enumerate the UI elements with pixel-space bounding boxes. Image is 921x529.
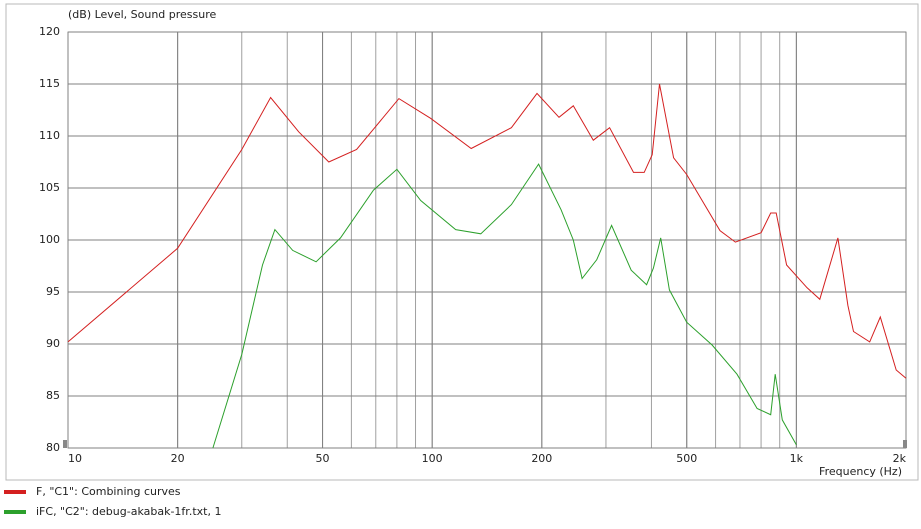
legend-swatch bbox=[4, 510, 26, 514]
y-tick-label: 80 bbox=[46, 441, 60, 454]
x-tick-label: 500 bbox=[676, 452, 697, 465]
x-axis-title: Frequency (Hz) bbox=[819, 465, 902, 478]
x-tick-label: 1k bbox=[790, 452, 804, 465]
legend-swatch bbox=[4, 490, 26, 494]
x-tick-label: 2k bbox=[893, 452, 907, 465]
y-tick-label: 85 bbox=[46, 389, 60, 402]
legend-label: iFC, "C2": debug-akabak-1fr.txt, 1 bbox=[36, 505, 221, 518]
x-tick-label: 50 bbox=[316, 452, 330, 465]
x-tick-label: 10 bbox=[68, 452, 82, 465]
y-tick-label: 115 bbox=[39, 77, 60, 90]
x-tick-label: 200 bbox=[531, 452, 552, 465]
data-line bbox=[67, 83, 907, 379]
x-tick-label: 20 bbox=[171, 452, 185, 465]
legend-label: F, "C1": Combining curves bbox=[36, 485, 181, 498]
scroll-handle bbox=[63, 440, 67, 448]
y-tick-label: 120 bbox=[39, 25, 60, 38]
y-tick-label: 110 bbox=[39, 129, 60, 142]
y-tick-label: 90 bbox=[46, 337, 60, 350]
data-line bbox=[212, 163, 797, 449]
x-tick-label: 100 bbox=[422, 452, 443, 465]
scroll-handle bbox=[903, 440, 907, 448]
y-tick-label: 105 bbox=[39, 181, 60, 194]
y-tick-label: 95 bbox=[46, 285, 60, 298]
y-tick-label: 100 bbox=[39, 233, 60, 246]
y-axis-title: (dB) Level, Sound pressure bbox=[68, 8, 217, 21]
